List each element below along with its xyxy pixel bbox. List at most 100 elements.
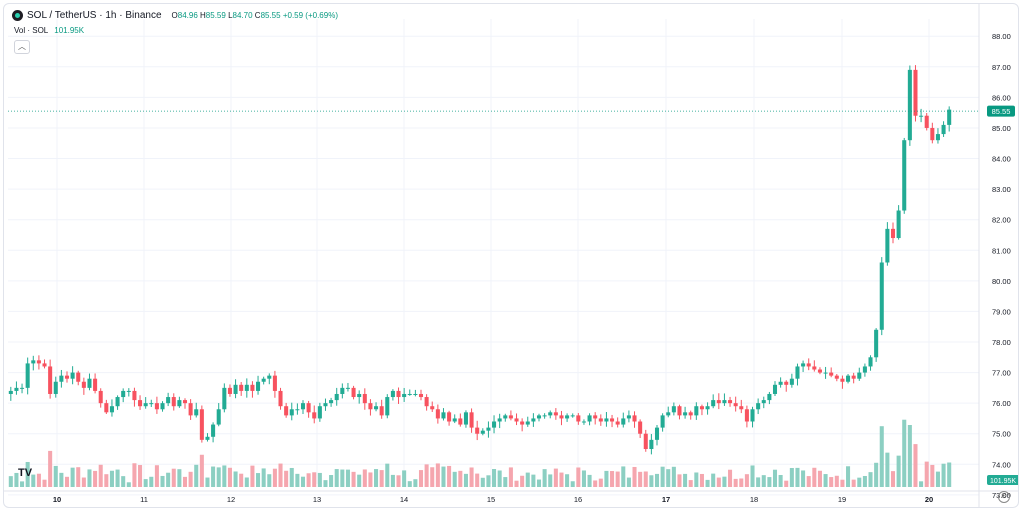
- volume-bar: [222, 465, 227, 487]
- volume-bar: [744, 474, 749, 487]
- volume-bar: [868, 472, 873, 487]
- volume-bar: [396, 475, 401, 487]
- volume-bar: [913, 444, 918, 487]
- volume-tag: [987, 475, 1018, 485]
- candle: [14, 387, 19, 391]
- candle: [520, 421, 525, 425]
- y-tick-label: 86.00: [992, 93, 1011, 102]
- candle: [390, 390, 395, 398]
- volume-bar: [441, 466, 446, 487]
- candle: [874, 329, 879, 358]
- volume-bar: [413, 479, 418, 487]
- candle: [621, 418, 626, 425]
- volume-bar: [435, 463, 440, 487]
- candle: [149, 403, 154, 405]
- candle: [829, 372, 834, 376]
- volume-bar: [87, 469, 92, 487]
- volume-bar: [115, 469, 120, 487]
- volume-bar: [705, 479, 710, 487]
- volume-bar: [610, 471, 615, 487]
- candle: [593, 415, 598, 419]
- candle: [368, 403, 373, 410]
- volume-bar: [31, 474, 36, 487]
- candle: [919, 115, 924, 117]
- candle: [581, 421, 586, 423]
- chevron-up-icon[interactable]: ︿: [14, 40, 30, 54]
- candle: [750, 409, 755, 422]
- candle: [778, 381, 783, 385]
- candle: [458, 418, 463, 425]
- candle: [31, 360, 36, 364]
- candle: [334, 393, 339, 401]
- last-price-label: 85.55: [992, 107, 1011, 116]
- candle: [840, 378, 845, 382]
- candle: [233, 384, 238, 394]
- volume-bar: [812, 467, 817, 487]
- volume-bar: [76, 467, 81, 487]
- candle: [610, 418, 615, 422]
- candle: [941, 124, 946, 135]
- candle: [452, 418, 457, 422]
- volume-bar: [70, 467, 75, 487]
- volume-bar: [525, 472, 530, 487]
- candle: [177, 400, 182, 407]
- y-tick-label: 75.00: [992, 430, 1011, 439]
- y-tick-label: 82.00: [992, 216, 1011, 225]
- candle: [379, 406, 384, 416]
- candle: [70, 372, 75, 379]
- volume-bar: [576, 467, 581, 487]
- volume-bar: [733, 478, 738, 487]
- candle: [132, 390, 137, 401]
- candle: [166, 397, 171, 404]
- candle: [272, 375, 277, 391]
- volume-bar: [935, 471, 940, 487]
- y-tick-label: 79.00: [992, 307, 1011, 316]
- volume-bar: [430, 467, 435, 487]
- volume-bar: [480, 477, 485, 487]
- volume-tag-label: 101.95K: [990, 478, 1016, 485]
- candle: [801, 363, 806, 367]
- candle: [480, 430, 485, 434]
- candle: [879, 262, 884, 330]
- volume-bar: [104, 474, 109, 487]
- volume-bar: [306, 473, 311, 487]
- volume-bar: [329, 475, 334, 487]
- tradingview-logo[interactable]: TV: [18, 467, 33, 479]
- volume-bar: [452, 471, 457, 487]
- low-value: 84.70: [232, 11, 253, 20]
- volume-bar: [750, 465, 755, 487]
- candle: [536, 415, 542, 419]
- volume-bar: [930, 464, 935, 487]
- volume-bar: [801, 470, 806, 487]
- volume-bar: [626, 477, 631, 487]
- volume-bar: [418, 470, 424, 487]
- candle: [475, 427, 480, 434]
- candle: [53, 381, 58, 394]
- candle: [671, 406, 676, 413]
- volume-bar: [188, 471, 193, 487]
- candle: [733, 403, 738, 407]
- candle: [143, 403, 148, 407]
- symbol-title[interactable]: SOL / TetherUS · 1h · Binance: [27, 10, 162, 21]
- candle: [194, 409, 199, 416]
- volume-bar: [278, 463, 283, 487]
- volume-bar: [312, 472, 317, 487]
- candle: [374, 406, 379, 410]
- candle: [81, 381, 86, 388]
- volume-bar: [42, 479, 47, 487]
- gear-icon[interactable]: ⚙: [998, 491, 1010, 503]
- candle: [48, 366, 53, 394]
- x-tick-label: 14: [400, 495, 408, 504]
- y-tick-label: 80.00: [992, 277, 1011, 286]
- volume-bar: [565, 474, 570, 487]
- candle: [413, 393, 418, 395]
- volume-bar: [671, 466, 676, 487]
- volume-bar: [649, 475, 654, 487]
- price-chart[interactable]: 73.0074.0075.0076.0077.0078.0079.0080.00…: [4, 4, 1019, 508]
- candle: [913, 69, 918, 116]
- volume-bar: [851, 479, 856, 487]
- volume-bar: [20, 481, 25, 487]
- candle: [182, 400, 188, 404]
- volume-bar: [160, 475, 165, 487]
- candle: [902, 140, 907, 211]
